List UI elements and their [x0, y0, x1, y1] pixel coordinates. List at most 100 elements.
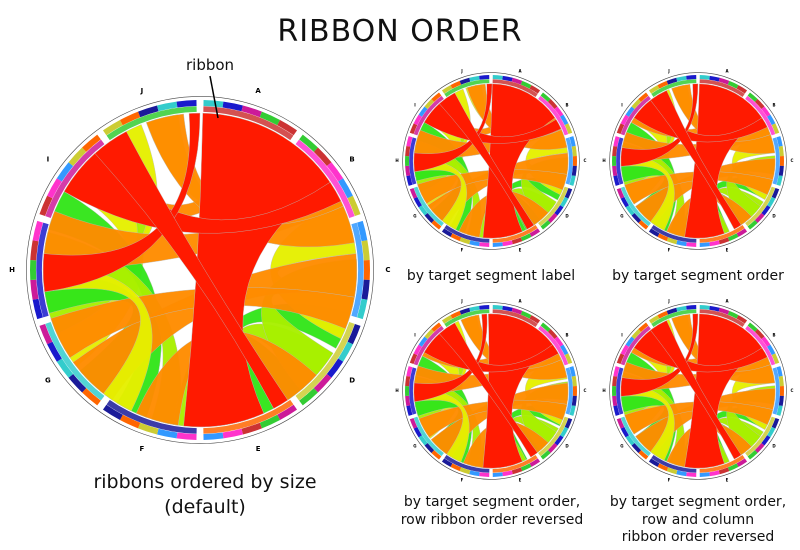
segment-ring-outer — [405, 145, 411, 157]
segment-ring-outer — [778, 395, 784, 407]
segment-ring-inner — [409, 137, 417, 185]
segment-ring-outer — [613, 405, 620, 416]
chord-diagram-main: A B C D E F G H I J — [9, 87, 391, 453]
segment-ring-outer — [571, 395, 577, 407]
segment-ring-inner — [295, 139, 355, 219]
segment-ring-outer — [409, 123, 418, 135]
segment-label: G — [413, 213, 416, 218]
ribbon — [650, 90, 742, 230]
segment-ring-outer — [612, 155, 617, 167]
segment-ring-outer — [241, 105, 262, 118]
segment-label: I — [414, 333, 416, 338]
segment-ring-outer — [666, 467, 678, 475]
segment-ring-outer — [657, 463, 669, 472]
segment-ring-outer — [520, 233, 532, 242]
segment-label: I — [621, 103, 623, 108]
segment-ring-outer — [699, 75, 710, 80]
outer-ring-outline — [609, 72, 787, 250]
segment-ring-inner — [203, 399, 294, 434]
segment-ring-outer — [338, 341, 353, 362]
segment-ring-outer — [406, 175, 413, 186]
segment-ring-outer — [520, 310, 532, 319]
segment-ring-outer — [620, 426, 629, 438]
segment-ring-outer — [560, 196, 569, 208]
segment-ring-inner — [444, 309, 490, 327]
segment-ring-outer — [736, 315, 748, 324]
segment-ring-outer — [459, 307, 471, 315]
segment-label: A — [725, 299, 729, 304]
segment-ring-outer — [547, 443, 558, 453]
segment-ring-inner — [492, 79, 538, 97]
ribbon-group — [413, 313, 569, 469]
segment-label: E — [519, 477, 522, 482]
segment-ring-outer — [554, 435, 564, 446]
segment-ring-outer — [778, 375, 784, 387]
segment-ring-outer — [418, 205, 428, 216]
segment-ring-outer — [613, 366, 620, 377]
segment-ring-outer — [547, 99, 558, 109]
ribbon-group — [620, 313, 776, 469]
segment-ring-inner — [106, 399, 197, 434]
segment-ring-outer — [638, 92, 649, 102]
segment-ring-outer — [405, 155, 410, 167]
segment-ring-outer — [569, 405, 576, 416]
segment-ring-outer — [431, 92, 442, 102]
segment-ring-outer — [222, 428, 243, 439]
segment-label: G — [620, 213, 623, 218]
segment-ring-outer — [424, 99, 435, 109]
chord-diagram-row-column-reversed: A B C D E F G H I J — [602, 299, 793, 483]
segment-ring-outer — [779, 385, 784, 397]
ribbon — [423, 103, 562, 144]
segment-ring-outer — [409, 417, 418, 429]
segment-ring-outer — [511, 77, 523, 85]
segment-ring-outer — [469, 75, 480, 82]
segment-ring-outer — [778, 145, 784, 157]
segment-ring-outer — [241, 422, 262, 435]
ribbon-group — [413, 83, 569, 239]
segment-label: F — [461, 247, 464, 252]
segment-ring-outer — [564, 417, 573, 429]
segment-label: F — [140, 445, 145, 453]
segment-ring-outer — [560, 344, 569, 356]
segment-ring-inner — [699, 79, 745, 97]
segment-ring-outer — [326, 358, 344, 378]
segment-ring-outer — [648, 228, 660, 237]
segment-ring-outer — [616, 353, 625, 365]
segment-label: H — [395, 388, 398, 393]
segment-ring-inner — [538, 416, 569, 457]
segment-ring-outer — [761, 435, 771, 446]
segment-ring-inner — [745, 95, 776, 136]
segment-ring-outer — [520, 80, 532, 89]
segment-ring-outer — [648, 85, 660, 94]
segment-ring-inner — [620, 186, 651, 227]
segment-ring-outer — [776, 405, 783, 416]
segment-ring-outer — [572, 385, 577, 397]
segment-ring-outer — [347, 323, 361, 345]
caption-bl-line-2: row ribbon order reversed — [400, 511, 584, 528]
segment-ring-inner — [699, 455, 745, 473]
segment-label: B — [773, 333, 776, 338]
segment-ring-outer — [554, 336, 564, 347]
segment-ring-outer — [68, 147, 87, 166]
segment-label: B — [566, 103, 569, 108]
segment-ring-outer — [529, 228, 541, 237]
ribbon — [684, 83, 763, 239]
caption-by-target-order: by target segment order — [603, 268, 793, 286]
segment-ring-outer — [176, 100, 197, 108]
segment-ring-outer — [754, 213, 765, 223]
segment-ring-outer — [413, 114, 422, 126]
segment-label: F — [668, 247, 671, 252]
segment-label: C — [791, 158, 794, 163]
segment-ring-outer — [469, 305, 480, 312]
segment-ring-outer — [492, 305, 503, 310]
segment-ring-outer — [47, 178, 62, 199]
segment-ring-inner — [565, 367, 573, 415]
segment-ring-outer — [554, 205, 564, 216]
segment-ring-outer — [564, 353, 573, 365]
segment-ring-outer — [56, 162, 74, 182]
outer-ring-outline — [402, 72, 580, 250]
segment-ring-outer — [511, 467, 523, 475]
segment-label: D — [772, 443, 776, 448]
segment-label: B — [349, 155, 354, 163]
segment-ring-outer — [520, 463, 532, 472]
